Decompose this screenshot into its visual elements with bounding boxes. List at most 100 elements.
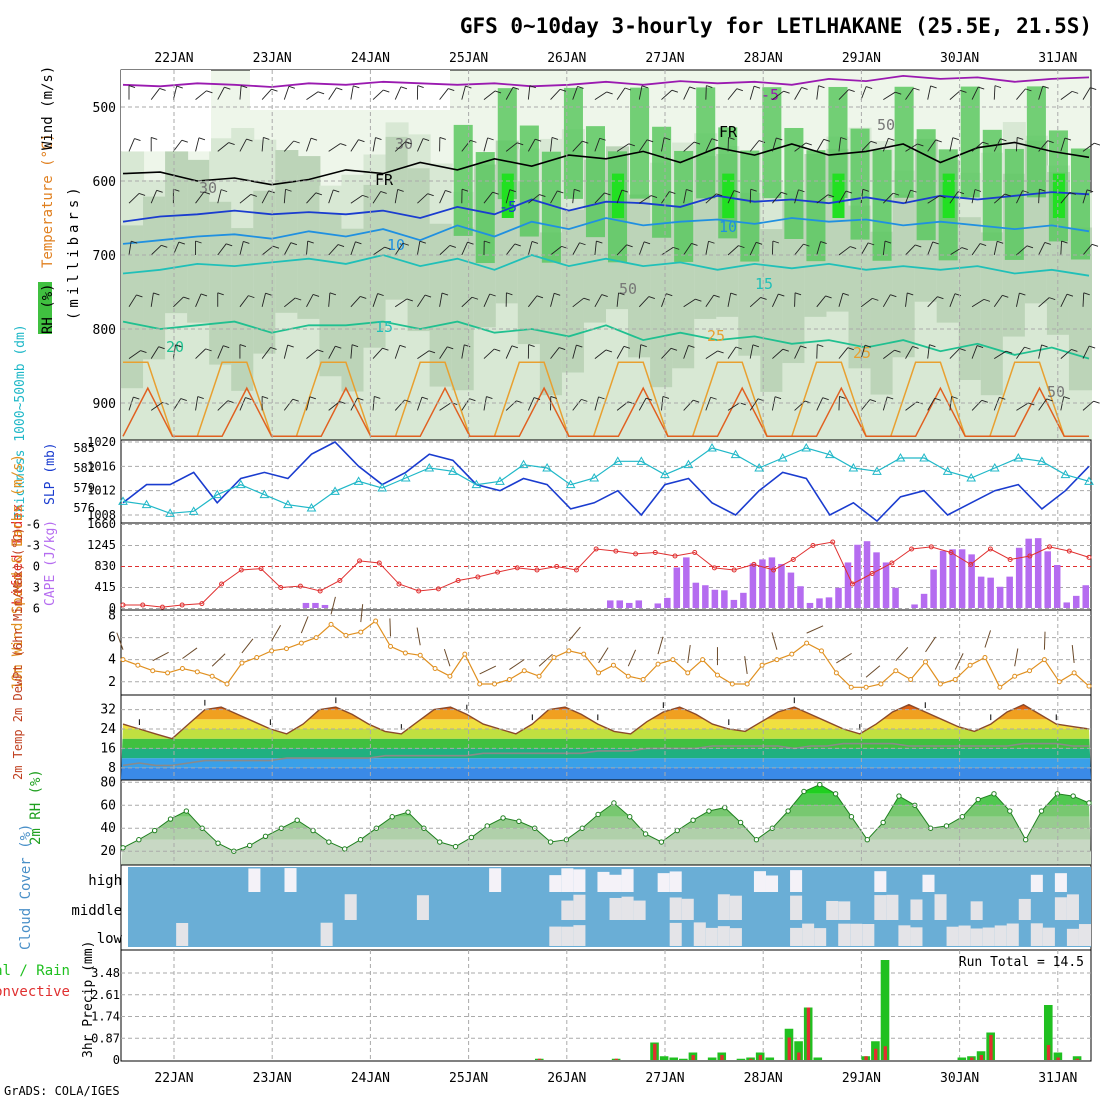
wind-barb-feather: [439, 136, 446, 140]
wind-barb-feather: [708, 240, 715, 244]
wind-barb-feather: [598, 396, 605, 400]
surface-wind-barb: [479, 665, 497, 675]
wind-barb-feather: [195, 240, 202, 244]
wind-barb: [927, 139, 937, 152]
wind-barb-feather: [805, 142, 812, 146]
wind-barb-feather: [467, 241, 474, 245]
wind-barb: [638, 241, 645, 256]
wind-barb: [794, 345, 801, 359]
wind-barb-feather: [890, 294, 897, 298]
wind-barb-feather: [872, 297, 879, 301]
wind-barb-feather: [864, 344, 872, 348]
wind-barb-feather: [706, 85, 713, 89]
wind-speed-marker: [923, 659, 929, 665]
rh-marker: [658, 839, 665, 845]
precip-convective-bar: [1075, 1058, 1080, 1060]
wind-barb-feather: [662, 396, 670, 399]
wind-barb: [883, 192, 894, 204]
thickness-marker: [518, 459, 529, 469]
wind-barb-feather: [628, 143, 635, 147]
li-marker: [258, 566, 264, 572]
wind-barb: [638, 397, 647, 411]
wind-barb: [905, 87, 914, 100]
wind-barb-feather: [424, 294, 432, 298]
contour-label: 10: [387, 236, 405, 254]
wind-barb-feather: [374, 396, 381, 399]
wind-barb-feather: [198, 137, 206, 141]
wind-barb-feather: [1088, 345, 1096, 349]
wind-barb: [727, 88, 738, 100]
cape-bar: [654, 603, 662, 608]
li-marker: [692, 550, 698, 555]
rh-marker: [310, 827, 316, 834]
rh-marker: [342, 846, 348, 852]
wind-speed-marker: [670, 657, 676, 663]
wind-barb: [527, 295, 538, 308]
wind-barb: [1038, 242, 1046, 256]
cape-bar: [1053, 564, 1061, 608]
wind-barb-feather: [847, 347, 854, 351]
wind-barb: [350, 241, 356, 256]
li-marker: [711, 565, 717, 571]
wind-barb: [882, 294, 891, 308]
wind-barb-feather: [128, 85, 136, 89]
rh-band-high: [541, 151, 561, 263]
precip-panel: 0 0.87 1.74 2.61 3.48 3hr Precip (mm) Total …: [0, 941, 1092, 1067]
wind-barb-feather: [669, 191, 676, 195]
cloud-cell: [1030, 923, 1043, 946]
wind-barb: [217, 345, 224, 359]
rh-band-high: [850, 128, 870, 240]
wind-barb: [816, 85, 819, 100]
wind-barb-feather: [827, 194, 835, 198]
pressure-tick-label: 500: [93, 101, 116, 116]
wind-barb: [771, 396, 776, 411]
wind-barb-feather: [884, 240, 892, 244]
wind-barb-feather: [688, 345, 695, 348]
wind-barb: [838, 190, 847, 204]
wind-barb: [949, 137, 954, 152]
cloud-cell: [1042, 927, 1055, 946]
wind-barb: [927, 344, 930, 359]
li-marker: [357, 558, 363, 564]
surface-wind-barb: [865, 665, 881, 678]
surface-wind-barb: [806, 625, 824, 634]
wind-barb-feather: [693, 399, 700, 403]
wind-barb: [1082, 292, 1085, 307]
wind-barb: [239, 138, 247, 152]
cloud-cell: [549, 875, 562, 892]
wind-barb-feather: [794, 292, 802, 296]
rh-band-peak: [722, 173, 735, 218]
wind-barb-feather: [203, 191, 211, 195]
wind-speed-marker: [313, 635, 319, 641]
top-day-labels: 22JAN 23JAN 24JAN 25JAN 26JAN 27JAN 28JAN 29JAN…: [154, 51, 1077, 66]
wind-speed-marker: [714, 672, 720, 678]
wind-barb-feather: [907, 292, 914, 296]
wind-barb-feather: [648, 296, 655, 299]
rh-band-mid: [231, 228, 255, 391]
bottom-day-labels: 22JAN 23JAN 24JAN 25JAN 26JAN 27JAN 28JAN 29JAN…: [154, 1071, 1077, 1086]
wind-barb: [128, 350, 141, 359]
wind-barb: [1082, 345, 1090, 359]
cloud-cell: [1054, 897, 1067, 920]
wind-barb: [483, 348, 495, 359]
precip-tick-label: 1.74: [91, 1010, 120, 1024]
precip-tick-label: 0: [113, 1053, 120, 1067]
contour-label: 50: [1047, 383, 1065, 401]
rh-marker: [595, 811, 601, 818]
wind-barb-feather: [666, 293, 673, 297]
temp-color-band: [121, 729, 1091, 739]
wind-barb-feather: [733, 190, 741, 193]
wind-barb: [616, 292, 620, 307]
wind-barb-feather: [848, 89, 855, 92]
rh-band-mid: [539, 232, 563, 396]
rh-band-high: [762, 87, 782, 199]
wind-barb-feather: [670, 347, 678, 351]
top-day-label: 25JAN: [449, 51, 488, 66]
wind-barb-feather: [1063, 396, 1070, 400]
thickness-marker: [424, 462, 435, 472]
wind-barb-feather: [1046, 398, 1053, 402]
surface-wind-barb: [271, 625, 282, 642]
precip-convective-bar: [883, 1046, 887, 1060]
wind-barb: [306, 396, 311, 411]
wind-barb: [1016, 293, 1020, 307]
